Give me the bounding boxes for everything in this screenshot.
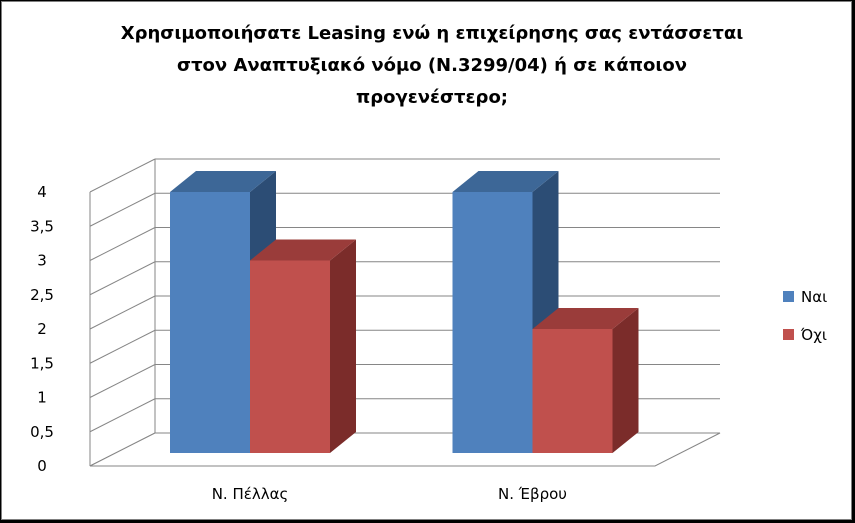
legend-swatch (783, 291, 794, 302)
chart-title-line-1: Χρησιμοποιήσατε Leasing ενώ η επιχείρηση… (121, 23, 744, 44)
y-tick-label: 1,5 (30, 354, 54, 372)
bar-top (170, 171, 276, 192)
chart-title: Χρησιμοποιήσατε Leasing ενώ η επιχείρηση… (121, 23, 744, 108)
legend-label: Ναι (801, 288, 827, 306)
y-tick-label: 2,5 (30, 286, 54, 304)
chart-title-line-2: στον Αναπτυξιακό νόμο (Ν.3299/04) ή σε κ… (177, 55, 687, 76)
y-tick-label: 0,5 (30, 423, 54, 441)
bar-side (330, 239, 356, 453)
chart-title-line-3: προγενέστερο; (356, 87, 508, 108)
gridline-side (89, 295, 156, 330)
y-tick-label: 3 (37, 252, 47, 270)
bar-Όχι-1 (532, 329, 613, 453)
legend-label: Όχι (800, 326, 827, 344)
bar-Ναι-0 (170, 192, 250, 453)
y-tick-label: 4 (37, 183, 47, 201)
gridline-side (89, 364, 156, 398)
bar-top (532, 308, 639, 329)
legend: Ναι Όχι (783, 288, 827, 344)
y-tick-label: 1 (37, 389, 47, 407)
x-category-label: Ν. Έβρου (498, 485, 567, 503)
bar-Όχι-0 (250, 260, 330, 453)
gridline-side (89, 227, 156, 261)
gridline-side (89, 192, 156, 227)
legend-swatch (783, 329, 794, 340)
gridline-side (89, 329, 156, 364)
y-tick-label: 0 (37, 457, 47, 475)
bar-top (250, 239, 356, 261)
x-category-label: Ν. Πέλλας (212, 485, 289, 503)
y-tick-label: 2 (37, 320, 47, 338)
y-tick-label: 3,5 (30, 217, 54, 235)
bar-side (612, 308, 639, 453)
plot-area: 0 0,5 1 1,5 2 2,5 3 3,5 4 Ν. Πέλλας Ν. Έβρου (30, 158, 721, 503)
bar-Ναι-1 (452, 192, 533, 453)
bar-top (452, 171, 559, 192)
gridline-side (89, 158, 156, 193)
gridline-side (89, 398, 156, 433)
gridline-side (89, 261, 156, 296)
